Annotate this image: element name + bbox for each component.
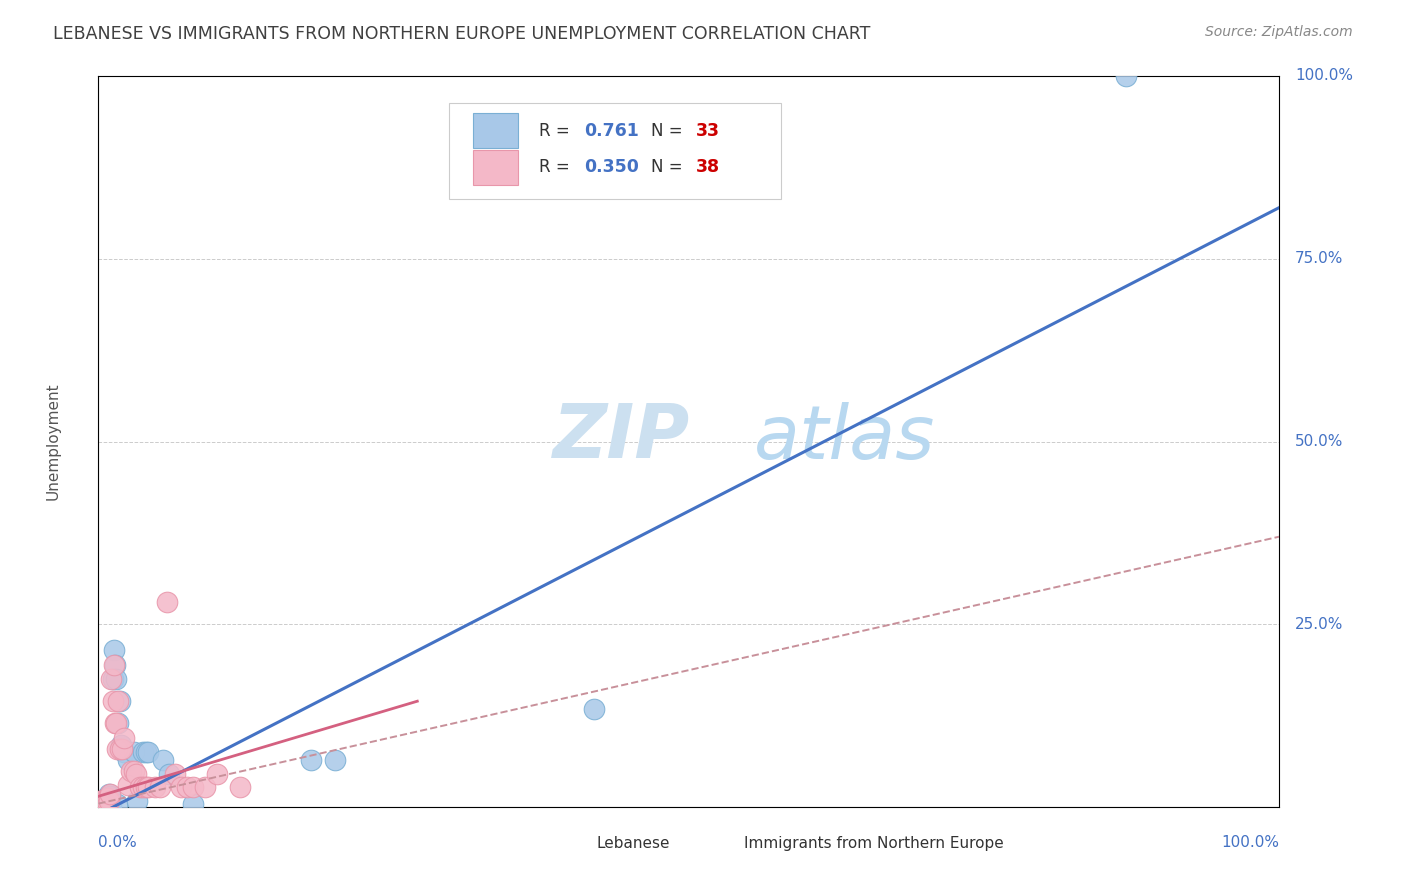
Point <box>135 780 157 794</box>
Point <box>98 794 121 808</box>
Text: atlas: atlas <box>754 402 935 474</box>
Text: 0.350: 0.350 <box>583 158 638 177</box>
Text: R =: R = <box>538 158 575 177</box>
Point <box>90 797 112 812</box>
Point <box>1115 69 1137 83</box>
Point <box>93 793 115 807</box>
Point <box>152 753 174 767</box>
Text: N =: N = <box>651 121 688 140</box>
Point <box>122 746 145 760</box>
Text: 0.761: 0.761 <box>583 121 638 140</box>
Point <box>108 741 131 756</box>
Point <box>181 797 204 811</box>
Point <box>111 741 134 756</box>
Text: Unemployment: Unemployment <box>46 383 60 500</box>
Point <box>112 746 135 760</box>
Point <box>98 789 121 804</box>
Text: LEBANESE VS IMMIGRANTS FROM NORTHERN EUROPE UNEMPLOYMENT CORRELATION CHART: LEBANESE VS IMMIGRANTS FROM NORTHERN EUR… <box>53 25 870 43</box>
Point <box>165 767 187 781</box>
FancyBboxPatch shape <box>695 830 730 856</box>
Text: 75.0%: 75.0% <box>1295 252 1343 266</box>
Point <box>205 767 228 781</box>
Point <box>125 767 148 781</box>
Text: 100.0%: 100.0% <box>1295 69 1353 83</box>
Point <box>323 753 346 767</box>
Point <box>132 746 155 760</box>
Point <box>98 787 121 801</box>
Text: Immigrants from Northern Europe: Immigrants from Northern Europe <box>744 836 1004 851</box>
Point <box>100 673 122 687</box>
Point <box>181 780 204 794</box>
Point <box>170 780 193 794</box>
Point <box>117 778 139 792</box>
Point <box>103 657 125 672</box>
Point <box>91 793 114 807</box>
Point <box>107 694 129 708</box>
Point <box>194 780 217 794</box>
Text: Source: ZipAtlas.com: Source: ZipAtlas.com <box>1205 25 1353 39</box>
Text: 33: 33 <box>696 121 720 140</box>
Point <box>91 796 114 810</box>
FancyBboxPatch shape <box>472 113 517 148</box>
Point <box>101 673 124 687</box>
Point <box>96 794 118 808</box>
Point <box>110 738 132 752</box>
Point <box>117 753 139 767</box>
Point <box>96 794 118 808</box>
Point <box>100 797 122 811</box>
Point <box>105 673 128 687</box>
Point <box>89 794 111 808</box>
Point <box>136 746 159 760</box>
Point <box>105 797 128 811</box>
Point <box>128 780 150 794</box>
Point <box>89 797 111 811</box>
Point <box>97 791 120 805</box>
Point <box>121 764 143 778</box>
Point <box>105 741 128 756</box>
Text: 25.0%: 25.0% <box>1295 617 1343 632</box>
Point <box>98 787 121 801</box>
Point <box>104 657 127 672</box>
Point <box>132 780 155 794</box>
Point <box>91 797 114 812</box>
Text: R =: R = <box>538 121 575 140</box>
FancyBboxPatch shape <box>449 103 782 199</box>
Point <box>94 791 117 805</box>
Point <box>156 595 179 609</box>
Point <box>91 796 114 810</box>
Point <box>97 797 120 811</box>
Point <box>135 746 157 760</box>
Point <box>143 780 166 794</box>
Text: N =: N = <box>651 158 688 177</box>
Text: 50.0%: 50.0% <box>1295 434 1343 449</box>
Point <box>103 643 125 657</box>
Text: ZIP: ZIP <box>553 401 690 475</box>
FancyBboxPatch shape <box>547 830 582 856</box>
Point <box>105 716 128 731</box>
Point <box>149 780 172 794</box>
Point <box>122 764 145 778</box>
Point <box>229 780 252 794</box>
Point <box>94 797 117 811</box>
Point <box>104 716 127 731</box>
Text: 38: 38 <box>696 158 720 177</box>
Point <box>127 794 149 808</box>
Point <box>107 716 129 731</box>
FancyBboxPatch shape <box>472 150 517 185</box>
Point <box>112 731 135 745</box>
Point <box>136 780 159 794</box>
Point <box>90 794 112 808</box>
Point <box>101 694 124 708</box>
Text: Lebanese: Lebanese <box>596 836 671 851</box>
Text: 0.0%: 0.0% <box>98 835 138 850</box>
Point <box>93 794 115 808</box>
Text: 100.0%: 100.0% <box>1222 835 1279 850</box>
Point <box>583 701 606 715</box>
Point <box>299 753 322 767</box>
Point <box>176 780 198 794</box>
Point <box>108 694 131 708</box>
Point <box>157 767 180 781</box>
